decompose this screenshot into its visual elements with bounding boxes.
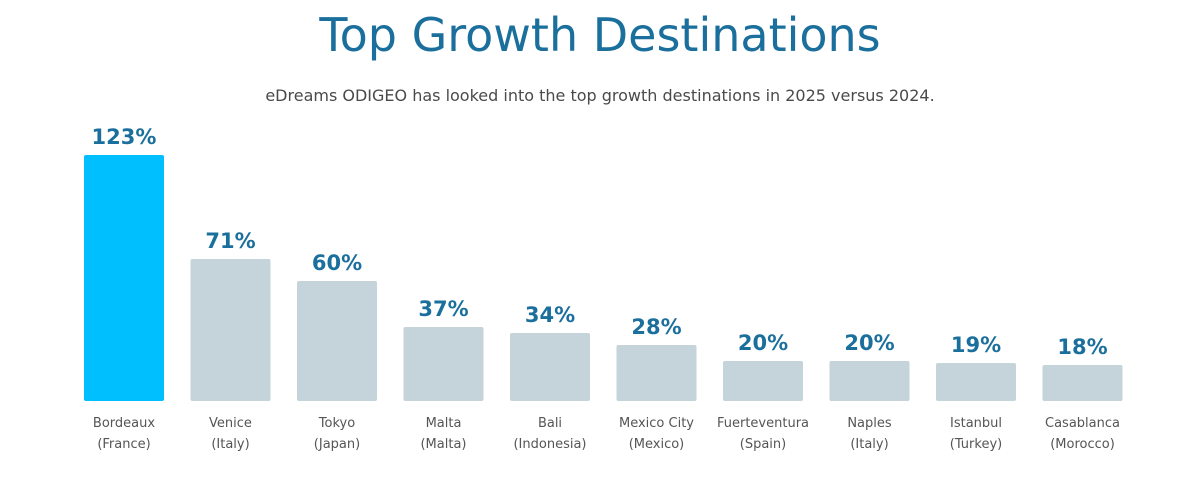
bar-4 xyxy=(510,333,590,401)
bar-6 xyxy=(723,361,803,401)
bar-0 xyxy=(84,155,164,401)
chart-subtitle: eDreams ODIGEO has looked into the top g… xyxy=(265,86,935,105)
category-label-9: Casablanca xyxy=(1045,416,1120,431)
category-label-1: Venice xyxy=(209,416,252,431)
value-label-3: 37% xyxy=(418,297,468,321)
category-sublabel-8: (Turkey) xyxy=(950,437,1002,452)
value-label-1: 71% xyxy=(205,229,255,253)
category-label-7: Naples xyxy=(847,416,892,431)
category-label-3: Malta xyxy=(426,416,462,431)
category-label-5: Mexico City xyxy=(619,416,694,431)
value-label-9: 18% xyxy=(1057,335,1107,359)
category-label-6: Fuerteventura xyxy=(717,416,809,431)
value-label-0: 123% xyxy=(92,125,157,149)
bar-3 xyxy=(403,327,484,401)
bar-2 xyxy=(297,281,377,401)
category-sublabel-4: (Indonesia) xyxy=(513,437,586,452)
category-sublabel-6: (Spain) xyxy=(740,437,786,452)
value-label-8: 19% xyxy=(951,333,1001,357)
bar-7 xyxy=(829,361,910,401)
value-label-7: 20% xyxy=(844,331,894,355)
category-sublabel-7: (Italy) xyxy=(850,437,888,452)
category-sublabel-3: (Malta) xyxy=(420,437,466,452)
category-label-2: Tokyo xyxy=(318,416,355,431)
bar-1 xyxy=(190,259,271,401)
category-sublabel-5: (Mexico) xyxy=(629,437,685,452)
category-label-0: Bordeaux xyxy=(93,416,155,431)
bar-9 xyxy=(1042,365,1123,401)
value-label-6: 20% xyxy=(738,331,788,355)
chart-title: Top Growth Destinations xyxy=(319,8,881,62)
category-label-8: Istanbul xyxy=(950,416,1002,431)
category-label-4: Bali xyxy=(538,416,562,431)
category-sublabel-9: (Morocco) xyxy=(1050,437,1115,452)
value-label-4: 34% xyxy=(525,303,575,327)
category-sublabel-2: (Japan) xyxy=(314,437,360,452)
value-label-5: 28% xyxy=(631,315,681,339)
bar-8 xyxy=(936,363,1016,401)
bar-5 xyxy=(616,345,697,401)
value-label-2: 60% xyxy=(312,251,362,275)
category-sublabel-0: (France) xyxy=(97,437,150,452)
category-sublabel-1: (Italy) xyxy=(211,437,249,452)
